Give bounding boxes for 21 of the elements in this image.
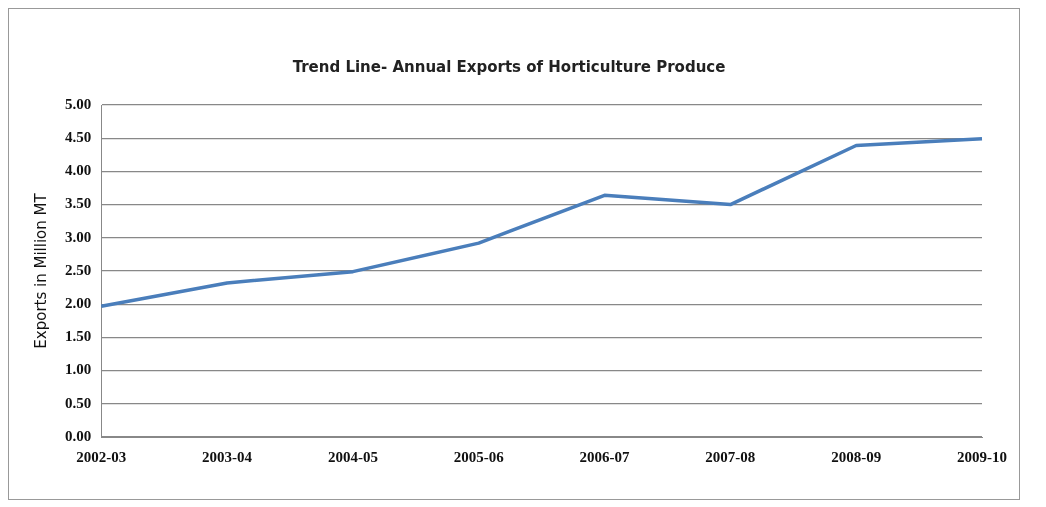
- y-axis-title: Exports in Million MT: [31, 192, 50, 349]
- y-tick-label: 2.00: [65, 295, 92, 312]
- chart-title: Trend Line- Annual Exports of Horticulture Produce: [292, 57, 726, 76]
- x-tick-label: 2002-03: [76, 448, 127, 465]
- x-tick-label: 2007-08: [705, 448, 756, 465]
- x-tick-label: 2003-04: [202, 448, 253, 465]
- x-tick-label: 2004-05: [327, 448, 378, 465]
- y-tick-label: 1.50: [65, 328, 92, 345]
- y-tick-label: 3.00: [65, 228, 92, 245]
- y-tick-label: 2.50: [65, 261, 92, 278]
- y-tick-label: 0.50: [65, 394, 92, 411]
- y-tick-label: 5.00: [65, 95, 92, 112]
- y-tick-label: 4.50: [65, 129, 92, 146]
- x-tick-label: 2006-07: [579, 448, 631, 465]
- y-tick-label: 0.00: [65, 427, 92, 444]
- y-tick-label: 1.00: [65, 361, 92, 378]
- x-tick-label: 2005-06: [453, 448, 505, 465]
- x-tick-label: 2008-09: [831, 448, 882, 465]
- y-tick-label: 4.00: [65, 162, 92, 179]
- x-tick-label: 2009-10: [957, 448, 1007, 465]
- y-tick-label: 3.50: [65, 195, 92, 212]
